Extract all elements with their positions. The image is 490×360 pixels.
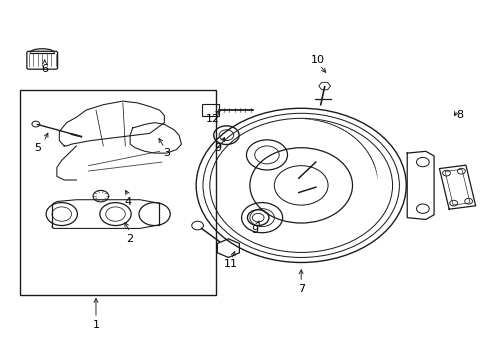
Text: 10: 10: [311, 55, 325, 65]
Text: 8: 8: [456, 111, 464, 121]
Text: 12: 12: [206, 114, 220, 124]
Text: 7: 7: [297, 284, 305, 294]
Text: 6: 6: [41, 64, 48, 74]
Text: 1: 1: [93, 320, 99, 330]
Text: 11: 11: [223, 259, 237, 269]
Text: 2: 2: [126, 234, 134, 244]
Text: 3: 3: [163, 148, 171, 158]
Text: 9: 9: [215, 143, 221, 153]
Text: 4: 4: [124, 197, 131, 207]
Bar: [201, 104, 219, 116]
Text: 9: 9: [251, 225, 258, 235]
Bar: [20, 90, 216, 295]
Text: 5: 5: [34, 143, 41, 153]
